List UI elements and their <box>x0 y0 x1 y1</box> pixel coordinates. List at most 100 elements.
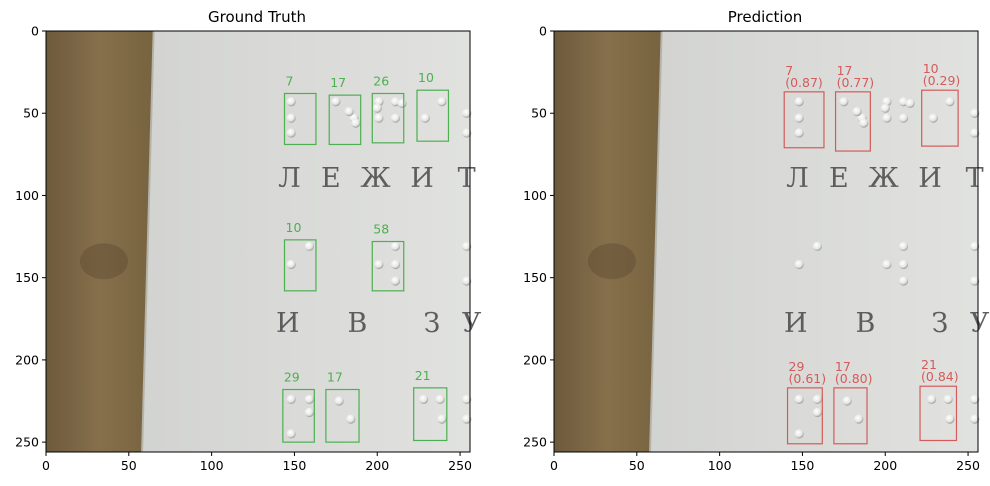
detection-score: (0.87) <box>785 75 823 90</box>
braille-dot <box>905 98 915 108</box>
braille-dot <box>437 97 447 107</box>
detection-score: (0.29) <box>923 73 961 88</box>
braille-dot <box>842 396 852 406</box>
braille-dot <box>286 259 296 270</box>
y-tick-label: 50 <box>23 106 39 121</box>
braille-dot <box>286 394 296 404</box>
detection-box <box>283 92 317 146</box>
braille-dot <box>945 97 955 107</box>
braille-dot <box>812 407 822 418</box>
chart-title: Ground Truth <box>208 8 306 26</box>
braille-dot <box>435 394 445 404</box>
printed-letter: Е <box>829 163 849 194</box>
braille-dot <box>882 259 892 270</box>
x-tick-label: 100 <box>200 458 224 473</box>
braille-dot <box>351 118 361 128</box>
braille-dot <box>286 429 296 439</box>
braille-dot <box>794 113 804 123</box>
printed-letter: В <box>347 308 367 339</box>
printed-letter: Ж <box>360 163 391 194</box>
braille-dot <box>970 241 980 252</box>
detection-label: 17 <box>330 75 346 90</box>
y-tick-label: 100 <box>523 188 547 203</box>
y-tick-label: 100 <box>15 188 39 203</box>
braille-dot <box>898 241 909 252</box>
detection-score: (0.77) <box>837 75 875 90</box>
detection-label: 7 <box>286 73 294 88</box>
y-tick-label: 200 <box>15 352 39 367</box>
braille-dot <box>794 394 804 404</box>
y-tick-label: 250 <box>523 435 547 450</box>
braille-dot <box>304 241 314 252</box>
braille-dot <box>898 276 909 286</box>
printed-letter: Ж <box>868 163 899 194</box>
detection-label: 29 <box>789 359 805 374</box>
image-wood-knot <box>587 243 636 280</box>
x-tick-label: 250 <box>956 458 980 473</box>
braille-dot <box>346 414 356 424</box>
braille-dot <box>304 407 314 418</box>
braille-dot <box>462 276 472 286</box>
braille-dot <box>970 128 980 138</box>
detection-box <box>283 239 317 292</box>
braille-dot <box>437 414 447 424</box>
braille-dot <box>880 103 890 113</box>
printed-letter: В <box>855 308 875 339</box>
axes-frame <box>45 30 471 453</box>
braille-dot <box>859 118 869 128</box>
braille-dot <box>898 113 909 123</box>
printed-letter: У <box>970 308 990 339</box>
detection-label: 17 <box>837 63 853 78</box>
braille-dot <box>812 394 822 404</box>
detection-box <box>371 92 405 144</box>
printed-letter: И <box>276 308 300 339</box>
detection-label: 17 <box>835 359 851 374</box>
y-tick-label: 200 <box>523 352 547 367</box>
panel-prediction: Л Е Ж И ТИ В З У7(0.87)17(0.77)10(0.29)29(0.61)… <box>523 8 990 473</box>
printed-letter: И <box>410 163 434 194</box>
printed-letter: И <box>784 308 808 339</box>
x-tick-label: 200 <box>873 458 897 473</box>
braille-dot <box>970 394 980 404</box>
braille-dot <box>794 259 804 270</box>
braille-dot <box>419 394 429 404</box>
braille-dot <box>970 108 980 118</box>
braille-dot <box>462 128 472 138</box>
detection-box <box>413 387 448 442</box>
detection-label: 10 <box>923 61 939 76</box>
detection-box <box>325 388 360 443</box>
braille-dot <box>372 103 382 113</box>
printed-letter: Т <box>458 163 476 194</box>
y-tick-label: 150 <box>523 270 547 285</box>
x-tick-label: 50 <box>629 458 645 473</box>
braille-dot <box>390 259 401 270</box>
detection-box <box>921 89 959 147</box>
braille-dot <box>286 128 296 138</box>
braille-dot <box>374 259 384 270</box>
braille-dot <box>794 97 804 107</box>
braille-dot <box>927 394 937 404</box>
axes-frame <box>553 30 979 453</box>
x-tick-label: 50 <box>121 458 137 473</box>
detection-label: 58 <box>373 222 389 237</box>
image-wood-edge <box>554 31 662 452</box>
image-wood-edge <box>46 31 154 452</box>
braille-dot <box>854 414 864 424</box>
braille-dot <box>794 429 804 439</box>
chart-title: Prediction <box>728 8 803 26</box>
detection-score: (0.80) <box>835 371 873 386</box>
detection-score: (0.84) <box>921 369 959 384</box>
braille-dot <box>928 113 938 123</box>
detection-box <box>371 240 405 292</box>
braille-dot <box>390 241 401 252</box>
x-tick-label: 150 <box>791 458 815 473</box>
braille-dot <box>462 241 472 252</box>
x-tick-label: 200 <box>365 458 389 473</box>
detection-label: 21 <box>921 357 937 372</box>
detection-box <box>328 94 362 146</box>
braille-dot <box>898 259 909 270</box>
detection-label: 10 <box>286 220 302 235</box>
detection-label: 10 <box>418 70 434 85</box>
